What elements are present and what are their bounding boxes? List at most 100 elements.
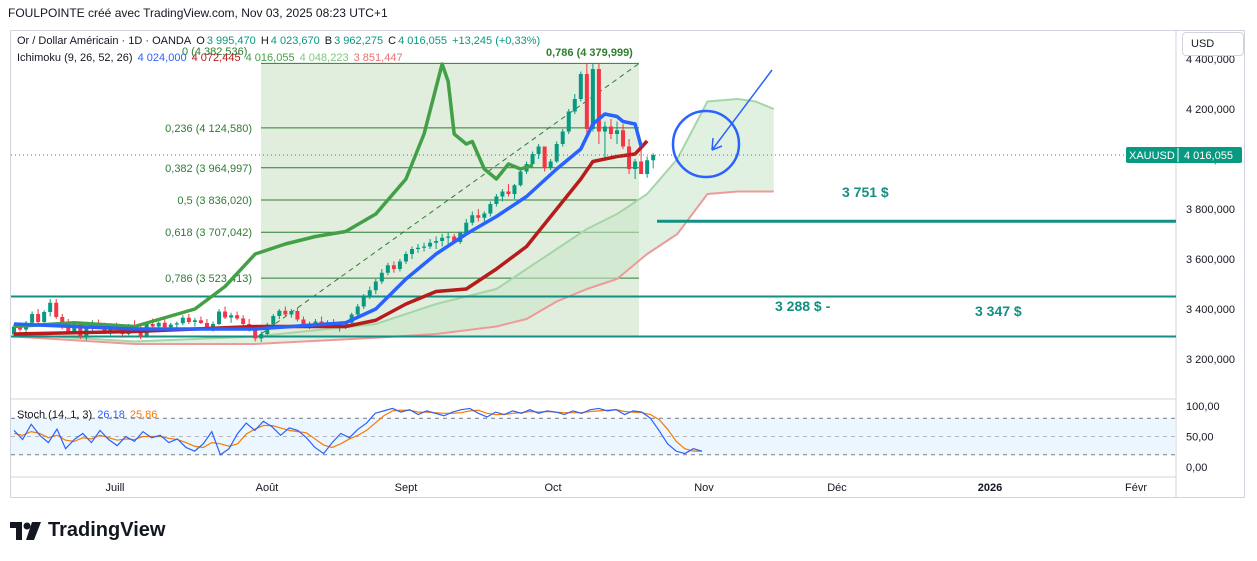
candle-body xyxy=(590,69,595,129)
ichimoku-name: Ichimoku (9, 26, 52, 26) xyxy=(17,52,133,64)
candle-body xyxy=(391,265,396,269)
candle-body xyxy=(633,161,638,169)
stoch-k-line xyxy=(13,407,703,456)
annotation-arrow xyxy=(711,69,773,151)
chart-frame xyxy=(10,30,1245,498)
annotation-circle xyxy=(671,109,741,179)
span-a-value: 4 048,223 xyxy=(299,52,349,64)
candle-body xyxy=(180,317,185,324)
candle-body xyxy=(409,249,414,254)
stoch-name: Stoch (14, 1, 3) xyxy=(17,409,93,421)
candle-body xyxy=(229,315,234,318)
candle-body xyxy=(584,74,589,129)
tradingview-logo[interactable]: TradingView xyxy=(10,519,165,542)
candle-body xyxy=(476,215,481,218)
candle-body xyxy=(313,321,318,324)
fib-level-label: 0,5 (3 836,020) xyxy=(177,195,252,207)
stoch-legend: Stoch (14, 1, 3) 26,18 25,86 xyxy=(17,409,159,421)
candle-body xyxy=(470,215,475,223)
candle-body xyxy=(428,242,433,247)
currency-button[interactable]: USD xyxy=(1182,32,1244,56)
candle-body xyxy=(30,314,35,323)
close-label: C xyxy=(388,35,397,47)
stoch-k-value: 26,18 xyxy=(97,409,125,421)
candle-body xyxy=(452,236,457,242)
candle-body xyxy=(615,130,619,134)
candle-body xyxy=(566,111,571,132)
candle-body xyxy=(18,326,23,330)
candle-body xyxy=(12,326,16,335)
candle-body xyxy=(482,213,487,218)
candle-body xyxy=(500,191,505,197)
candle-body xyxy=(416,247,421,249)
span-b-value: 3 851,447 xyxy=(353,52,403,64)
low-value: 3 962,275 xyxy=(334,35,384,47)
candle-body xyxy=(162,322,167,328)
candle-body xyxy=(512,185,517,194)
level-label-3288: 3 288 $ - xyxy=(775,298,831,314)
low-label: B xyxy=(324,35,333,47)
stoch-tick-label: 0,00 xyxy=(1186,462,1207,474)
level-label-3347: 3 347 $ xyxy=(975,303,1022,319)
candle-body xyxy=(602,126,607,132)
candle-body xyxy=(397,261,402,269)
price-tick-label: 3 200,000 xyxy=(1186,354,1235,366)
conversion-value: 4 024,000 xyxy=(137,52,187,64)
time-tick-label: Nov xyxy=(694,482,714,494)
candle-body xyxy=(361,296,366,307)
candle-body xyxy=(204,323,209,328)
open-label: O xyxy=(196,35,205,47)
price-tick-label: 4 400,000 xyxy=(1186,54,1235,66)
candle-body xyxy=(156,322,161,327)
candle-body xyxy=(542,146,547,168)
candle-body xyxy=(271,316,276,325)
tradingview-logo-icon xyxy=(10,521,41,540)
symbol-name: Or / Dollar Américain · 1D · OANDA xyxy=(17,35,192,47)
candle-body xyxy=(198,320,203,323)
fib-overlap-label: 0,786 (4 379,999) xyxy=(546,47,633,59)
base-value: 4 072,445 xyxy=(191,52,241,64)
candle-body xyxy=(572,99,577,112)
candle-body xyxy=(373,281,378,291)
candle-body xyxy=(627,146,632,169)
candle-body xyxy=(150,324,155,327)
price-tick-label: 3 800,000 xyxy=(1186,204,1235,216)
candle-body xyxy=(645,160,650,174)
candle-body xyxy=(253,330,258,339)
stoch-d-value: 25,86 xyxy=(129,409,158,421)
price-tick-label: 4 200,000 xyxy=(1186,104,1235,116)
logo-text: TradingView xyxy=(48,519,166,541)
close-value: 4 016,055 xyxy=(398,35,448,47)
candle-body xyxy=(60,317,65,325)
open-value: 3 995,470 xyxy=(206,35,256,47)
candle-body xyxy=(518,171,523,186)
candle-body xyxy=(174,323,179,325)
candle-body xyxy=(78,324,83,337)
price-tick-label: 3 600,000 xyxy=(1186,254,1235,266)
time-tick-label: 2026 xyxy=(978,482,1002,494)
candle-body xyxy=(192,320,197,322)
candle-body xyxy=(217,311,222,324)
stoch-tick-label: 50,00 xyxy=(1186,432,1214,444)
candle-body xyxy=(48,302,53,312)
candle-body xyxy=(422,246,427,248)
fib-level-label: 0,786 (3 523,413) xyxy=(165,273,252,285)
candle-body xyxy=(259,334,264,339)
time-tick-label: Sept xyxy=(395,482,418,494)
candle-body xyxy=(42,312,47,322)
fib-top-label: 0 (4 382,536) xyxy=(182,46,247,58)
candle-body xyxy=(548,161,553,168)
candle-body xyxy=(168,324,173,328)
candle-body xyxy=(403,254,408,262)
candle-body xyxy=(210,324,215,328)
candle-body xyxy=(554,144,559,162)
price-tag-symbol: XAUUSD xyxy=(1129,150,1175,162)
time-tick-label: Oct xyxy=(544,482,561,494)
stoch-tick-label: 100,00 xyxy=(1186,401,1220,413)
price-tick-label: 3 400,000 xyxy=(1186,304,1235,316)
candle-body xyxy=(608,126,613,134)
high-label: H xyxy=(260,35,269,47)
stoch-band xyxy=(11,418,1176,455)
